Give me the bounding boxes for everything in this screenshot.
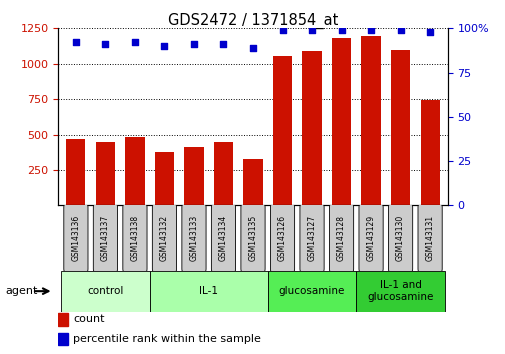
Text: control: control — [87, 286, 123, 296]
Point — [72, 40, 80, 45]
Point — [219, 41, 227, 47]
Text: GSM143134: GSM143134 — [219, 215, 228, 261]
Bar — [267, 271, 356, 312]
Text: percentile rank within the sample: percentile rank within the sample — [73, 334, 261, 344]
FancyBboxPatch shape — [358, 204, 382, 272]
Bar — [66, 139, 85, 205]
Text: GSM143130: GSM143130 — [395, 215, 405, 261]
FancyBboxPatch shape — [152, 204, 176, 272]
Text: GSM143138: GSM143138 — [130, 215, 139, 261]
Text: count: count — [73, 314, 105, 324]
Text: glucosamine: glucosamine — [278, 286, 344, 296]
Bar — [243, 159, 262, 205]
Text: GSM143136: GSM143136 — [71, 215, 80, 261]
Bar — [61, 271, 149, 312]
FancyBboxPatch shape — [93, 204, 117, 272]
Bar — [361, 36, 380, 205]
Text: GSM143137: GSM143137 — [100, 215, 110, 261]
Bar — [58, 313, 68, 326]
Bar — [356, 271, 444, 312]
Bar — [149, 271, 267, 312]
Bar — [155, 152, 174, 205]
Text: IL-1 and
glucosamine: IL-1 and glucosamine — [367, 280, 433, 302]
FancyBboxPatch shape — [417, 204, 441, 272]
Bar — [331, 38, 350, 205]
Point — [248, 45, 257, 51]
Point — [189, 41, 197, 47]
Bar — [58, 333, 68, 345]
Text: GSM143128: GSM143128 — [336, 215, 345, 261]
Text: GSM143131: GSM143131 — [425, 215, 434, 261]
Text: GDS2472 / 1371854_at: GDS2472 / 1371854_at — [168, 12, 337, 29]
Text: GSM143127: GSM143127 — [307, 215, 316, 261]
Text: GSM143132: GSM143132 — [160, 215, 169, 261]
Text: GSM143126: GSM143126 — [277, 215, 286, 261]
Point — [131, 40, 139, 45]
Text: GSM143133: GSM143133 — [189, 215, 198, 261]
Point — [101, 41, 109, 47]
Bar — [420, 100, 439, 205]
FancyBboxPatch shape — [181, 204, 206, 272]
FancyBboxPatch shape — [388, 204, 412, 272]
Point — [366, 27, 374, 33]
Bar — [95, 142, 115, 205]
FancyBboxPatch shape — [329, 204, 353, 272]
Point — [337, 27, 345, 33]
Bar — [214, 142, 233, 205]
FancyBboxPatch shape — [211, 204, 235, 272]
Point — [160, 43, 168, 49]
Bar — [125, 137, 144, 205]
Point — [425, 29, 433, 35]
Bar — [184, 147, 203, 205]
Text: GSM143129: GSM143129 — [366, 215, 375, 261]
Point — [308, 27, 316, 33]
FancyBboxPatch shape — [270, 204, 294, 272]
Point — [396, 27, 404, 33]
FancyBboxPatch shape — [64, 204, 88, 272]
FancyBboxPatch shape — [240, 204, 265, 272]
FancyBboxPatch shape — [123, 204, 147, 272]
Bar — [390, 50, 410, 205]
Bar — [272, 56, 291, 205]
Point — [278, 27, 286, 33]
Text: GSM143135: GSM143135 — [248, 215, 257, 261]
Text: agent: agent — [5, 286, 37, 296]
FancyBboxPatch shape — [299, 204, 324, 272]
Text: IL-1: IL-1 — [199, 286, 218, 296]
Bar — [302, 51, 321, 205]
